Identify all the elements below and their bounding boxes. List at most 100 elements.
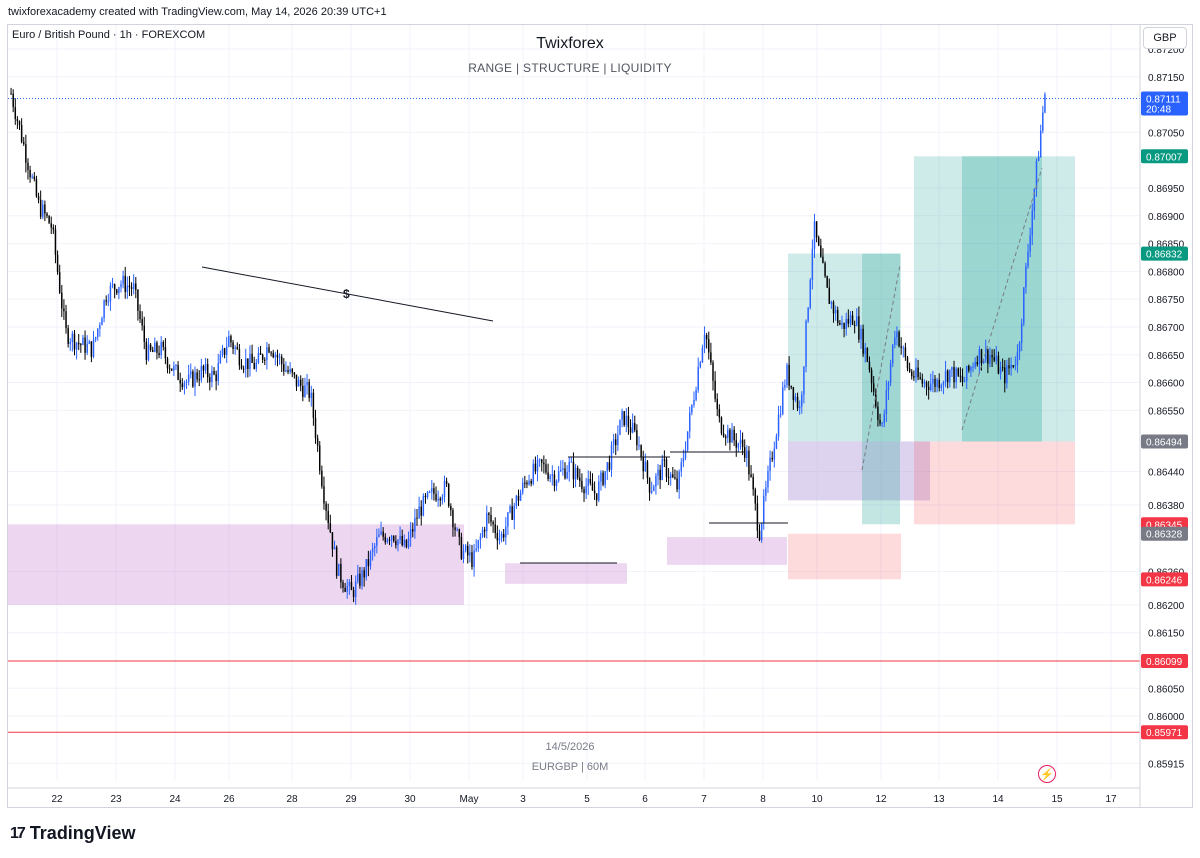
candle-body	[390, 535, 393, 541]
candle-body	[669, 474, 672, 479]
candle-body	[433, 488, 435, 494]
candle-body	[211, 370, 213, 383]
candle-body	[771, 457, 773, 460]
candle-body	[1039, 130, 1042, 158]
candle-body	[568, 461, 570, 473]
candle-body	[513, 505, 515, 520]
candle-body	[987, 349, 989, 364]
candle-body	[54, 229, 57, 255]
candle-body	[636, 430, 638, 446]
candle-body	[574, 467, 577, 480]
currency-button[interactable]: GBP	[1143, 27, 1187, 49]
candle-body	[135, 283, 137, 290]
candle-body	[982, 359, 985, 364]
candle-body	[991, 355, 993, 358]
candle-body	[312, 392, 315, 418]
candle-body	[340, 563, 342, 583]
candle-body	[615, 439, 617, 446]
candle-body	[456, 529, 458, 531]
zone-rect	[914, 156, 1075, 442]
candle-body	[528, 480, 530, 485]
candle-body	[790, 385, 792, 388]
candle-body	[414, 517, 416, 532]
candle-body	[665, 459, 668, 477]
candle-body	[234, 347, 236, 349]
time-tick-label: 24	[169, 794, 181, 805]
candle-body	[587, 478, 589, 487]
price-tick-label: 0.86650	[1148, 351, 1185, 362]
candle-body	[655, 475, 657, 487]
lightning-icon[interactable]: ⚡	[1038, 765, 1056, 783]
candle-body	[132, 283, 135, 289]
candle-body	[798, 406, 801, 409]
candle-body	[1014, 364, 1017, 367]
candle-body	[995, 355, 998, 361]
candle-body	[549, 475, 551, 479]
tradingview-logo[interactable]: 17 TradingView	[10, 823, 136, 844]
candle-body	[581, 480, 583, 489]
price-tag-value: 0.86494	[1146, 437, 1183, 448]
time-axis: 22 23 24 26 28 29 30 May 3 5 6 7 8 10 12 13 14 15 17	[7, 787, 1140, 805]
candle-body	[266, 347, 268, 361]
candle-body	[1006, 365, 1008, 384]
candle-body	[1023, 287, 1025, 324]
candle-body	[858, 316, 860, 340]
candle-body	[538, 459, 541, 461]
candle-body	[386, 539, 389, 543]
candle-body	[357, 573, 359, 582]
candle-body	[496, 533, 499, 541]
candle-body	[722, 433, 725, 437]
candle-body	[97, 328, 99, 338]
candle-body	[801, 394, 803, 407]
candle-body	[583, 488, 585, 494]
zone-rect	[962, 156, 1042, 442]
candle-body	[249, 353, 251, 370]
candle-body	[173, 365, 175, 371]
candle-body	[321, 470, 323, 487]
price-tag-value: 0.85971	[1146, 728, 1183, 739]
candle-body	[758, 530, 761, 541]
candle-body	[77, 342, 80, 345]
candle-body	[175, 365, 177, 367]
candle-body	[280, 356, 283, 365]
candle-body	[511, 506, 513, 520]
candle-body	[291, 369, 293, 373]
candle-body	[640, 445, 642, 457]
candle-body	[680, 462, 683, 472]
candle-body	[373, 545, 376, 549]
candle-body	[158, 352, 160, 356]
candle-body	[399, 535, 401, 540]
candle-body	[481, 529, 484, 537]
candle-body	[769, 457, 771, 471]
candle-body	[716, 398, 718, 410]
candle-body	[881, 423, 883, 425]
candle-body	[978, 349, 981, 365]
price-tick-label: 0.87150	[1148, 73, 1185, 84]
candle-body	[206, 364, 209, 378]
price-tick-label: 0.86380	[1148, 501, 1185, 512]
candle-body	[796, 396, 799, 409]
candle-body	[488, 513, 490, 516]
candle-body	[473, 550, 475, 567]
candle-body	[29, 169, 31, 178]
candle-body	[906, 357, 909, 369]
candle-body	[807, 307, 809, 321]
symbol-label[interactable]: Euro / British Pound · 1h · FOREXCOM	[12, 29, 206, 41]
candle-body	[623, 411, 625, 426]
candle-body	[10, 93, 12, 95]
candle-body	[335, 547, 338, 576]
candle-body	[168, 368, 171, 370]
candle-body	[187, 374, 190, 382]
candle-body	[727, 429, 729, 438]
candle-body	[42, 204, 44, 217]
candle-body	[1042, 112, 1044, 131]
candle-body	[1016, 352, 1019, 365]
candle-body	[314, 417, 317, 439]
candle-body	[460, 536, 463, 559]
candle-body	[756, 503, 759, 531]
candle-body	[306, 381, 308, 386]
candle-body	[198, 379, 200, 381]
candle-body	[139, 310, 141, 320]
candle-body	[968, 365, 970, 371]
